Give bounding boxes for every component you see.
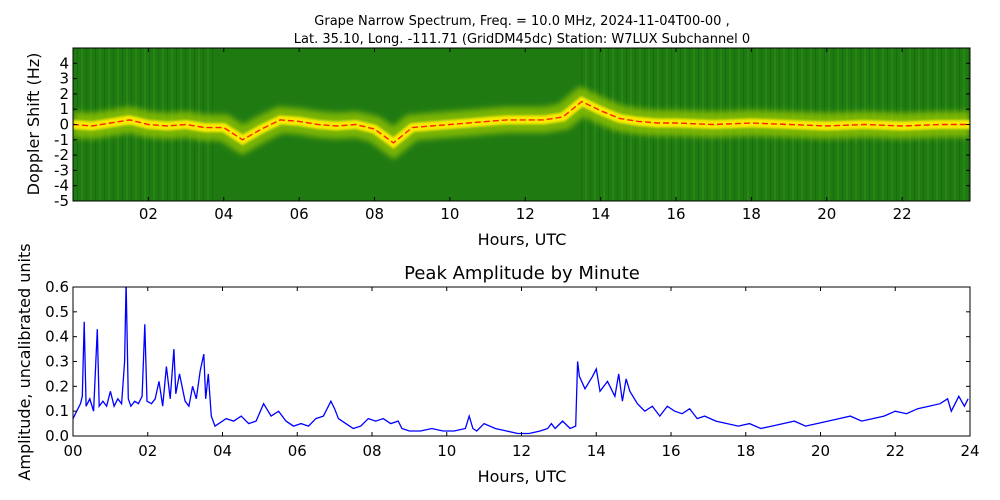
amplitude-y-label: Amplitude, uncalibrated units — [15, 243, 34, 480]
amplitude-x-label: Hours, UTC — [478, 467, 567, 486]
amplitude-x-tick-label: 16 — [661, 442, 680, 460]
spectrogram-y-tick-label: -5 — [54, 192, 69, 210]
spectrogram-x-tick-label: 10 — [440, 205, 459, 223]
spectrogram-x-tick-label: 14 — [591, 205, 610, 223]
amplitude-y-tick-label: 0.5 — [45, 303, 69, 321]
spectrogram-y-label: Doppler Shift (Hz) — [24, 53, 43, 196]
spectrogram-y-tick-label: 3 — [59, 70, 69, 88]
amplitude-background — [73, 287, 970, 436]
amplitude-x-axis: 00 02 04 06 08 10 12 14 16 18 20 22 24 — [63, 287, 980, 460]
amplitude-x-tick-label: 12 — [512, 442, 531, 460]
amplitude-x-tick-label: 10 — [437, 442, 456, 460]
spectrogram-y-tick-label: -3 — [54, 161, 69, 179]
spectrogram-x-tick-label: 16 — [666, 205, 685, 223]
spectrogram-x-axis: 02 04 06 08 10 12 14 16 18 20 22 — [139, 48, 912, 223]
amplitude-title: Peak Amplitude by Minute — [404, 263, 640, 284]
figure-suptitle-line1: Grape Narrow Spectrum, Freq. = 10.0 MHz,… — [314, 14, 729, 29]
spectrogram-x-tick-label: 02 — [139, 205, 158, 223]
amplitude-x-tick-label: 04 — [213, 442, 232, 460]
amplitude-x-tick-label: 02 — [138, 442, 157, 460]
spectrogram-y-tick-label: -4 — [54, 177, 69, 195]
spectrogram-x-label: Hours, UTC — [478, 230, 567, 249]
amplitude-line — [73, 287, 969, 435]
spectrogram-y-tick-label: 4 — [59, 54, 69, 72]
spectrogram-y-tick-label: 2 — [59, 85, 69, 103]
spectrogram-x-tick-label: 06 — [290, 205, 309, 223]
amplitude-x-tick-label: 18 — [736, 442, 755, 460]
spectrogram-image — [73, 48, 970, 201]
spectrogram-x-tick-label: 20 — [817, 205, 836, 223]
amplitude-y-tick-label: 0.4 — [45, 328, 69, 346]
spectrogram-y-tick-label: -1 — [54, 131, 69, 149]
amplitude-y-tick-label: 0.3 — [45, 353, 69, 371]
amplitude-x-tick-label: 24 — [960, 442, 979, 460]
amplitude-y-tick-label: 0.0 — [45, 427, 69, 445]
spectrogram-x-tick-label: 08 — [365, 205, 384, 223]
amplitude-x-tick-label: 14 — [587, 442, 606, 460]
spectrogram-peak-trace — [73, 100, 970, 144]
amplitude-y-axis: 0.0 0.1 0.2 0.3 0.4 0.5 0.6 — [45, 278, 970, 445]
spectrogram-x-tick-label: 04 — [214, 205, 233, 223]
amplitude-x-tick-label: 20 — [811, 442, 830, 460]
spectrogram-x-tick-label: 22 — [893, 205, 912, 223]
spectrogram-y-tick-label: 0 — [59, 116, 69, 134]
spectrogram-x-tick-label: 18 — [742, 205, 761, 223]
amplitude-y-tick-label: 0.1 — [45, 402, 69, 420]
amplitude-x-tick-label: 06 — [288, 442, 307, 460]
amplitude-y-tick-label: 0.2 — [45, 377, 69, 395]
amplitude-x-tick-label: 00 — [63, 442, 82, 460]
spectrogram-x-tick-label: 12 — [516, 205, 535, 223]
amplitude-x-tick-label: 22 — [886, 442, 905, 460]
amplitude-panel: Peak Amplitude by Minute 0.0 0.1 0.2 0.3 0.4… — [15, 243, 980, 486]
amplitude-x-tick-label: 08 — [362, 442, 381, 460]
spectrogram-y-tick-label: 1 — [59, 100, 69, 118]
amplitude-y-tick-label: 0.6 — [45, 278, 69, 296]
figure-suptitle-line2: Lat. 35.10, Long. -111.71 (GridDM45dc) S… — [294, 32, 750, 47]
spectrogram-y-tick-label: -2 — [54, 146, 69, 164]
